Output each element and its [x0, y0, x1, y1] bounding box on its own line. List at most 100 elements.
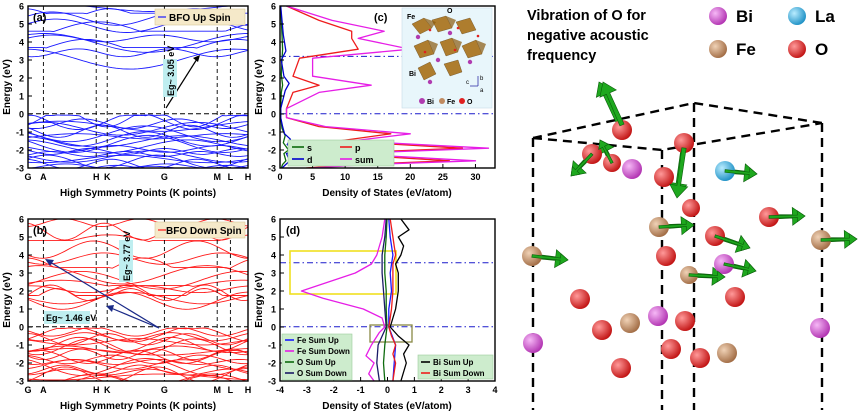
- vibration-arrow: [820, 233, 858, 246]
- x-tick-label: -3: [303, 385, 311, 395]
- panel-label: (d): [286, 225, 300, 237]
- legend-p: p: [355, 143, 361, 153]
- band-line: [28, 349, 248, 364]
- x-tick-label: 5: [310, 172, 315, 182]
- legend-sum: sum: [355, 155, 374, 165]
- spin-title: BFO Up Spin: [169, 13, 231, 24]
- y-tick-label: -1: [16, 128, 24, 138]
- element-legend: Bi La Fe O: [709, 7, 835, 59]
- band-line: [28, 139, 248, 154]
- x-tick-label: A: [40, 385, 47, 395]
- k-point-gridlines: [42, 6, 231, 168]
- legend-o-down: O Sum Down: [297, 369, 347, 378]
- legend-la: La: [815, 7, 835, 26]
- k-point-gridlines: [42, 219, 231, 381]
- highlight-box: [289, 250, 397, 295]
- spin-label-box: [154, 221, 246, 239]
- band-line: [28, 270, 248, 290]
- x-tick-label: 10: [340, 172, 350, 182]
- o-atom: [682, 199, 700, 217]
- x-tick-label: G: [161, 172, 168, 182]
- y-tick-label: 0: [271, 323, 276, 333]
- axis-ticks: [28, 5, 32, 169]
- o-atom: [661, 339, 681, 359]
- y-tick-label: 2: [19, 74, 24, 84]
- y-tick-label: 1: [271, 305, 276, 315]
- x-tick-label: -4: [276, 385, 284, 395]
- dos-series-bi-sum-down: [388, 219, 397, 381]
- x-tick-label: -1: [357, 385, 365, 395]
- svg-text:Fe: Fe: [447, 99, 455, 106]
- y-tick-label: 5: [19, 20, 24, 30]
- plot-frame: [279, 5, 496, 169]
- svg-text:c: c: [466, 80, 469, 86]
- x-axis-label: Density of States (eV/atom): [322, 401, 451, 412]
- band-line: [28, 348, 248, 356]
- band-lines-up: [28, 6, 248, 168]
- vibration-title-line-2: negative acoustic: [527, 28, 649, 44]
- y-tick-label: 4: [271, 251, 276, 261]
- y-tick-label: -2: [16, 359, 24, 369]
- band-line: [28, 265, 248, 285]
- y-tick-label: 3: [19, 56, 24, 66]
- bandgap-label-box: [44, 311, 90, 324]
- x-tick-label: M: [213, 172, 221, 182]
- band-line: [28, 114, 248, 128]
- vibration-arrow: [723, 262, 757, 276]
- band-line: [28, 124, 248, 138]
- band-line: [28, 284, 248, 302]
- vibration-arrow: [658, 219, 695, 232]
- dos-series-fe-sum-up: [388, 219, 397, 381]
- y-tick-label: 2: [271, 74, 276, 84]
- x-tick-label: 25: [438, 172, 448, 182]
- y-tick-label: 4: [19, 251, 24, 261]
- bi-atom: [523, 333, 543, 353]
- o-atom: [611, 358, 631, 378]
- vibration-title-line-3: frequency: [527, 48, 596, 64]
- x-tick-label: 15: [373, 172, 383, 182]
- vibration-title-line-1: Vibration of O for: [527, 8, 646, 24]
- band-line: [28, 34, 248, 43]
- x-tick-label: L: [228, 172, 234, 182]
- band-lines-down: [28, 219, 248, 381]
- x-tick-label: 20: [405, 172, 415, 182]
- dos-series-o-sum-up: [382, 219, 388, 381]
- y-tick-label: 3: [271, 269, 276, 279]
- y-tick-label: 1: [19, 92, 24, 102]
- legend-fe-down: Fe Sum Down: [297, 347, 350, 356]
- la-legend-swatch: [788, 7, 806, 25]
- band-line: [28, 114, 248, 130]
- band-line: [28, 327, 248, 343]
- x-axis-label: High Symmetry Points (K points): [60, 401, 216, 412]
- band-line: [28, 163, 248, 168]
- y-tick-label: -1: [268, 128, 276, 138]
- x-tick-label: G: [24, 385, 31, 395]
- x-tick-label: G: [24, 172, 31, 182]
- x-tick-label: 30: [470, 172, 480, 182]
- y-tick-label: 0: [19, 323, 24, 333]
- arrowhead: [45, 259, 54, 266]
- legend-bi-up: Bi Sum Up: [433, 358, 474, 367]
- atoms: [522, 81, 858, 378]
- vibration-arrow: [599, 81, 625, 127]
- band-line: [28, 354, 248, 365]
- vibration-arrow: [724, 167, 758, 180]
- o-atom: [654, 167, 674, 187]
- band-line: [28, 240, 248, 259]
- o-atom: [612, 120, 632, 140]
- svg-text:Fe: Fe: [407, 14, 415, 21]
- dos-series-fe-sum-down: [300, 219, 386, 381]
- fe-atom: [717, 343, 737, 363]
- x-tick-label: 0: [385, 385, 390, 395]
- o-atom: [656, 246, 676, 266]
- bandgap-label-box: [163, 59, 177, 97]
- plot-frame: [27, 5, 249, 169]
- y-tick-label: 6: [19, 215, 24, 225]
- band-line: [28, 327, 248, 337]
- y-tick-label: 0: [271, 110, 276, 120]
- svg-text:a: a: [480, 88, 484, 94]
- band-line: [28, 332, 248, 342]
- x-tick-label: G: [161, 385, 168, 395]
- legend-fe: Fe: [736, 40, 756, 59]
